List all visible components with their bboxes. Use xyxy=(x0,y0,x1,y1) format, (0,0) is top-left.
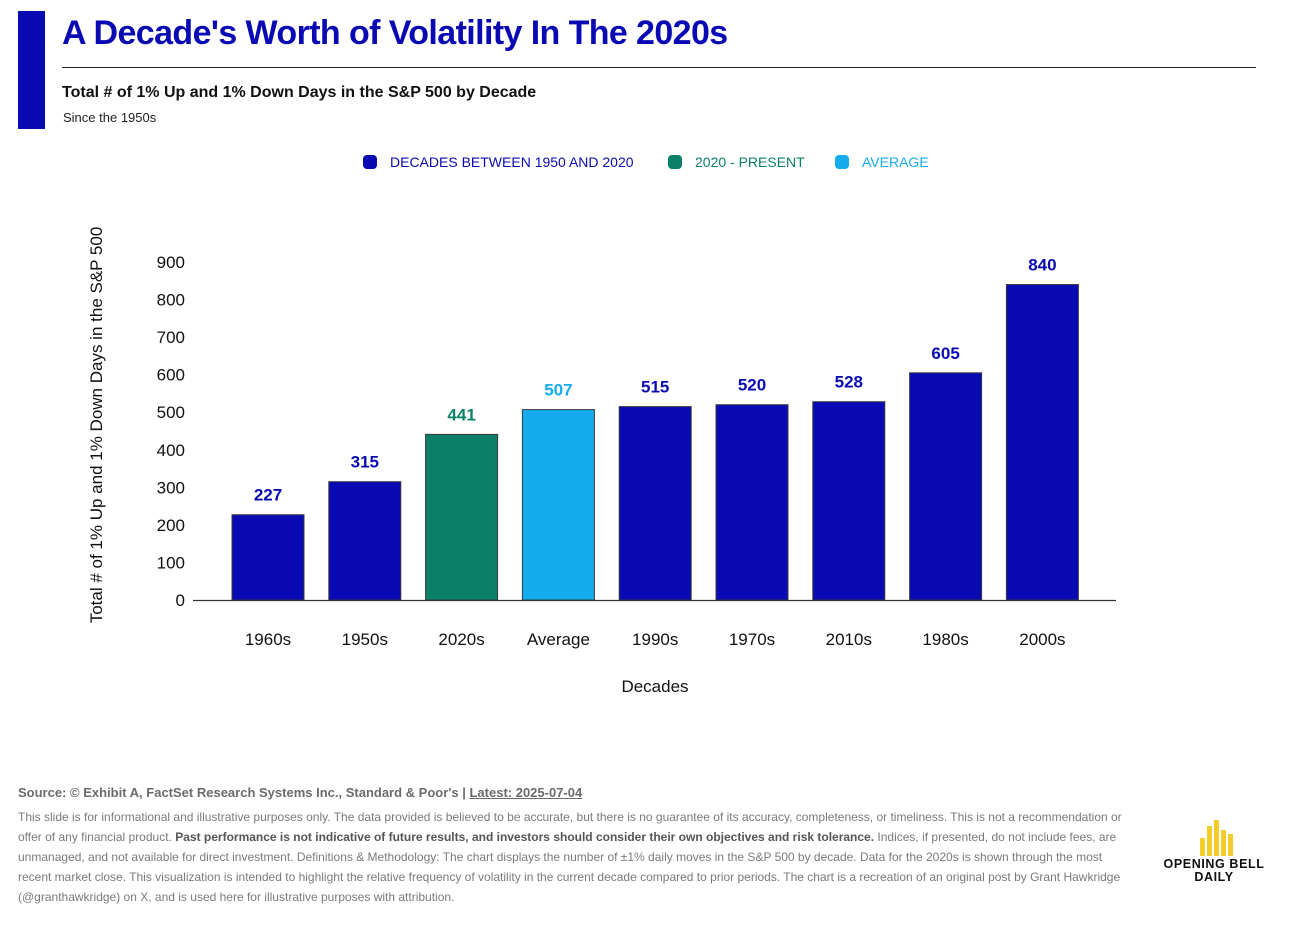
x-axis-title: Decades xyxy=(621,677,688,696)
source-line: Source: © Exhibit A, FactSet Research Sy… xyxy=(18,785,582,800)
x-tick-label: 1950s xyxy=(342,630,388,649)
legend-item-average: AVERAGE xyxy=(835,154,929,170)
logo-text-line-2: DAILY xyxy=(1194,870,1234,884)
logo-text-line-1: OPENING BELL xyxy=(1163,857,1265,871)
bar-chart: 0 100 200 300 400 500 600 700 800 900 227 1960s 315 1… xyxy=(87,227,1116,696)
bar-value-label: 520 xyxy=(738,376,766,395)
accent-bar xyxy=(18,11,45,129)
disclaimer-text-bold: Past performance is not indicative of fu… xyxy=(175,830,875,844)
bar xyxy=(1005,284,1079,601)
x-tick-label: 1990s xyxy=(632,630,678,649)
legend-label-present: 2020 - PRESENT xyxy=(695,154,805,170)
y-tick-label: 900 xyxy=(157,253,185,272)
bar-value-label: 441 xyxy=(447,405,475,424)
disclaimer-text-2: Indices, if presented, do not include fe… xyxy=(18,830,1121,904)
y-tick-label: 800 xyxy=(157,291,185,310)
x-tick-label: 1960s xyxy=(245,630,291,649)
logo-bar-2 xyxy=(1207,826,1212,856)
y-tick-label: 700 xyxy=(157,328,185,347)
title-divider xyxy=(62,67,1256,68)
bar-value-label: 515 xyxy=(641,378,669,397)
logo-bar-1 xyxy=(1200,838,1205,856)
y-tick-label: 500 xyxy=(157,403,185,422)
y-tick-label: 600 xyxy=(157,366,185,385)
bar xyxy=(328,481,402,601)
x-tick-label: 2020s xyxy=(438,630,484,649)
latest-date-link[interactable]: Latest: 2025-07-04 xyxy=(469,785,583,800)
bar xyxy=(909,372,983,601)
y-tick-label: 400 xyxy=(157,441,185,460)
legend-item-decades: DECADES BETWEEN 1950 AND 2020 xyxy=(363,154,634,170)
logo-bar-3 xyxy=(1214,820,1219,856)
bar-value-label: 507 xyxy=(544,381,572,400)
chart-subtitle: Total # of 1% Up and 1% Down Days in the… xyxy=(62,84,537,101)
y-tick-label: 200 xyxy=(157,516,185,535)
legend-swatch-decades xyxy=(363,155,377,169)
legend-label-decades: DECADES BETWEEN 1950 AND 2020 xyxy=(390,154,634,170)
y-tick-label: 0 xyxy=(176,591,185,610)
bar xyxy=(715,404,789,601)
disclaimer-text-1: This slide is for informational and illu… xyxy=(18,810,1122,844)
page-title: A Decade's Worth of Volatility In The 20… xyxy=(62,14,728,52)
bar-value-label: 840 xyxy=(1028,256,1056,275)
logo-bar-5 xyxy=(1228,834,1233,856)
x-tick-label: 1980s xyxy=(922,630,968,649)
legend-swatch-present xyxy=(668,155,682,169)
bar xyxy=(425,433,499,601)
bar-value-label: 605 xyxy=(931,344,959,363)
y-tick-label: 300 xyxy=(157,478,185,497)
legend-swatch-average xyxy=(835,155,849,169)
disclaimer: This slide is for informational and illu… xyxy=(18,807,1128,907)
x-tick-label: Average xyxy=(527,630,590,649)
legend-label-average: AVERAGE xyxy=(862,154,929,170)
bar-value-label: 528 xyxy=(835,373,863,392)
chart-subsubtitle: Since the 1950s xyxy=(63,110,157,125)
x-tick-label: 2010s xyxy=(826,630,872,649)
y-tick-label: 100 xyxy=(157,553,185,572)
x-tick-label: 1970s xyxy=(729,630,775,649)
bar xyxy=(812,401,886,601)
opening-bell-logo: OPENING BELL DAILY xyxy=(1152,818,1276,886)
logo-bar-4 xyxy=(1221,830,1226,856)
bar xyxy=(521,409,595,601)
bar xyxy=(231,514,305,601)
bar-value-label: 315 xyxy=(351,453,379,472)
source-label: Source: © Exhibit A, FactSet Research Sy… xyxy=(18,785,466,800)
bar-value-label: 227 xyxy=(254,486,282,505)
legend-item-present: 2020 - PRESENT xyxy=(668,154,805,170)
bar xyxy=(618,406,692,601)
x-tick-label: 2000s xyxy=(1019,630,1065,649)
bell-bars-icon xyxy=(1200,820,1233,856)
y-axis-title: Total # of 1% Up and 1% Down Days in the… xyxy=(87,227,106,624)
